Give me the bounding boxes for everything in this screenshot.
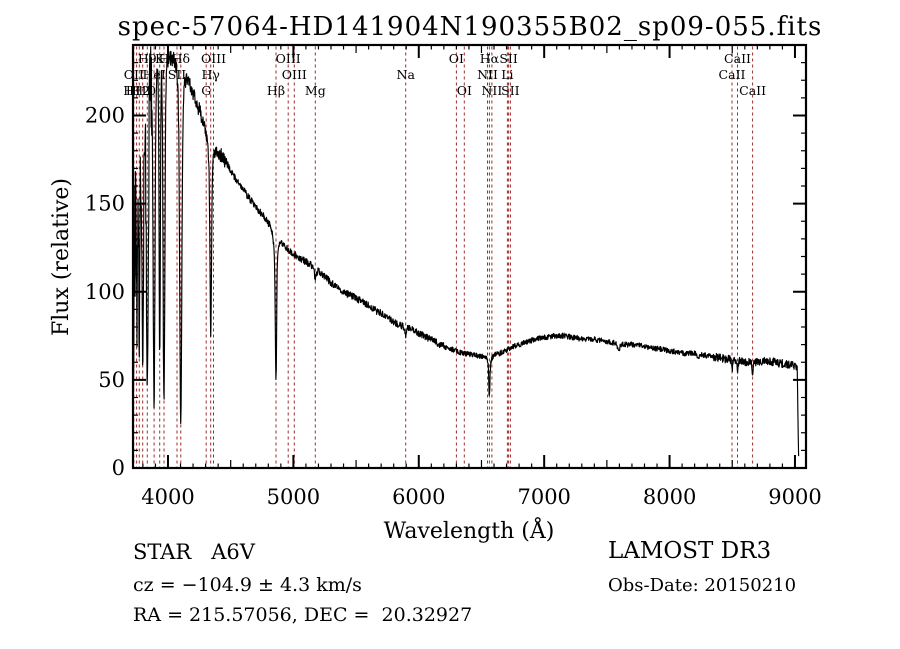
svg-text:Hβ: Hβ bbox=[267, 83, 285, 98]
svg-text:OIII: OIII bbox=[276, 51, 301, 66]
svg-text:0: 0 bbox=[112, 456, 125, 480]
plot-title: spec-57064-HD141904N190355B02_sp09-055.f… bbox=[117, 12, 823, 42]
svg-text:5000: 5000 bbox=[267, 485, 320, 509]
svg-text:Na: Na bbox=[397, 67, 416, 82]
svg-text:CaII: CaII bbox=[719, 67, 746, 82]
x-axis-title: Wavelength (Å) bbox=[384, 516, 555, 544]
object-class-text: STAR A6V bbox=[133, 540, 255, 564]
obs-date-text: Obs-Date: 20150210 bbox=[608, 575, 797, 596]
svg-text:9000: 9000 bbox=[768, 485, 821, 509]
svg-text:CaII: CaII bbox=[739, 83, 766, 98]
svg-text:HeI: HeI bbox=[142, 67, 165, 82]
survey-release-text: LAMOST DR3 bbox=[608, 538, 772, 564]
svg-text:4000: 4000 bbox=[141, 485, 194, 509]
svg-text:7000: 7000 bbox=[517, 485, 570, 509]
svg-text:50: 50 bbox=[98, 368, 125, 392]
svg-text:100: 100 bbox=[85, 280, 125, 304]
svg-text:Hα: Hα bbox=[480, 51, 500, 66]
svg-text:OI: OI bbox=[457, 83, 472, 98]
svg-text:Hγ: Hγ bbox=[202, 67, 220, 82]
axes-and-ticks bbox=[131, 43, 808, 470]
svg-text:8000: 8000 bbox=[643, 485, 696, 509]
svg-text:H: H bbox=[159, 51, 170, 66]
radial-velocity-text: cz = −104.9 ± 4.3 km/s bbox=[133, 574, 362, 596]
svg-text:200: 200 bbox=[85, 104, 125, 128]
svg-text:Mg: Mg bbox=[305, 83, 326, 98]
svg-text:Li: Li bbox=[501, 67, 513, 82]
spectral-line-labels: OIIH12H11H10H9HeIKHSIIHδGHγOIIIHβOIIIOII… bbox=[123, 51, 766, 98]
svg-text:SII: SII bbox=[499, 51, 518, 66]
svg-text:CaII: CaII bbox=[724, 51, 751, 66]
svg-text:K: K bbox=[155, 51, 165, 66]
svg-text:OI: OI bbox=[449, 51, 464, 66]
svg-text:150: 150 bbox=[85, 192, 125, 216]
svg-text:SII: SII bbox=[501, 83, 520, 98]
svg-text:OIII: OIII bbox=[282, 67, 307, 82]
svg-text:6000: 6000 bbox=[392, 485, 445, 509]
svg-text:H9: H9 bbox=[138, 51, 157, 66]
svg-text:NII: NII bbox=[477, 67, 498, 82]
svg-text:NII: NII bbox=[481, 83, 502, 98]
svg-text:G: G bbox=[201, 83, 211, 98]
spectrum-curve bbox=[132, 46, 800, 457]
coordinates-text: RA = 215.57056, DEC = 20.32927 bbox=[133, 604, 473, 626]
tick-labels: 4000 5000 6000 7000 8000 9000 0 50 100 150 200 bbox=[85, 104, 822, 510]
svg-text:H12: H12 bbox=[123, 83, 150, 98]
spectral-line-markers bbox=[133, 46, 754, 467]
y-axis-title: Flux (relative) bbox=[49, 178, 74, 336]
svg-text:OIII: OIII bbox=[201, 51, 226, 66]
